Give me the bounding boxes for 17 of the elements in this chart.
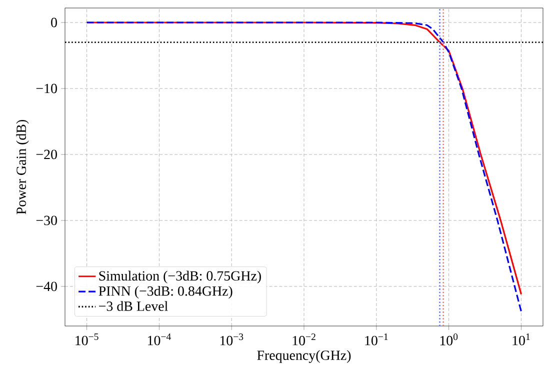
y-tick-label: −20 [36,150,57,160]
x-tick-label: 10$^{1}$ [512,334,530,346]
y-tick-label: −30 [36,216,57,226]
legend-label: Simulation (−3dB: 0.75GHz) [99,270,261,284]
x-tick-label: 10$^{−3}$ [220,334,244,346]
x-tick-label: 10$^{−5}$ [76,334,98,346]
legend-label: −3 dB Level [99,301,168,311]
legend-label: PINN (−3dB: 0.84GHz) [98,286,232,299]
y-tick-label: −10 [36,84,57,94]
y-tick-label: 0 [51,18,57,28]
x-tick-label: 10$^{0}$ [440,334,458,346]
y-axis-title: Power Gain (dB) [16,120,29,214]
x-tick-label: 10$^{−2}$ [292,334,316,346]
x-axis-title: Frequency(GHz) [257,350,351,363]
y-tick-label: −40 [36,282,57,292]
x-tick-label: 10$^{−1}$ [365,334,388,346]
x-tick-label: 10$^{−4}$ [148,334,171,346]
